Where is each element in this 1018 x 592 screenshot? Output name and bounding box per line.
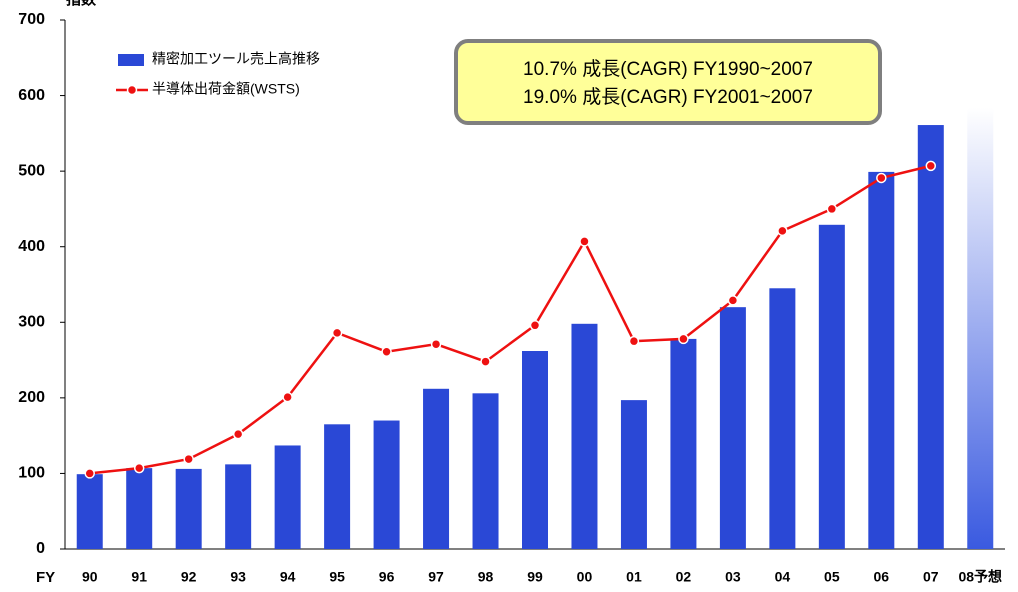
bar <box>769 288 796 549</box>
line-point <box>133 462 145 474</box>
line-point <box>925 160 937 172</box>
x-tick-label: 99 <box>527 569 543 585</box>
legend-label: 半導体出荷金額(WSTS) <box>152 81 300 97</box>
x-tick-label: 01 <box>626 569 642 585</box>
x-tick-label: 95 <box>329 569 345 585</box>
line-point <box>826 203 838 215</box>
x-axis-label: FY <box>36 569 55 586</box>
bar <box>324 424 351 549</box>
line-point <box>381 346 392 358</box>
x-tick-label: 03 <box>725 569 741 585</box>
bar <box>670 338 697 549</box>
line-point <box>777 225 788 237</box>
legend-swatch <box>126 84 138 96</box>
bar <box>967 107 994 550</box>
y-tick-label: 400 <box>18 238 45 255</box>
line-point <box>579 236 590 247</box>
legend-label: 精密加工ツール売上高推移 <box>152 51 320 67</box>
bar <box>423 388 450 549</box>
x-tick-label: 00 <box>577 569 593 585</box>
line-point <box>529 320 541 331</box>
annotation: 19.0% 成長(CAGR) FY2001~2007 <box>523 86 813 108</box>
bar <box>917 125 944 550</box>
y-tick-label: 300 <box>18 314 45 331</box>
bar <box>620 400 647 549</box>
y-tick-label: 700 <box>18 11 45 28</box>
x-tick-label: 93 <box>230 569 246 585</box>
line-point <box>430 338 442 350</box>
x-tick-label: 02 <box>676 569 692 585</box>
x-tick-label: 05 <box>824 569 840 585</box>
x-tick-label: 06 <box>874 569 890 585</box>
line-point <box>232 428 244 440</box>
y-tick-label: 600 <box>18 87 45 104</box>
legend-box <box>108 40 420 112</box>
bar <box>225 464 252 549</box>
x-tick-label: 90 <box>82 569 98 585</box>
y-tick-label: 200 <box>18 389 45 406</box>
x-tick-label: 98 <box>478 569 494 585</box>
y-axis-label: 指数 <box>66 0 97 8</box>
y-tick-label: 0 <box>36 540 45 557</box>
line-point <box>876 172 887 184</box>
line-point <box>678 333 689 345</box>
bar <box>868 171 895 550</box>
bar <box>274 445 301 549</box>
x-tick-label: 96 <box>379 569 395 585</box>
bar <box>76 474 103 549</box>
bar <box>571 323 598 549</box>
annotation: 10.7% 成長(CAGR) FY1990~2007 <box>523 58 813 80</box>
line <box>89 164 932 475</box>
bar <box>818 224 845 549</box>
bar <box>522 351 548 549</box>
bar <box>719 307 746 549</box>
bar <box>126 468 153 549</box>
line-point <box>628 335 640 347</box>
x-tick-label: 91 <box>131 569 147 585</box>
x-tick-label: 04 <box>775 569 791 585</box>
x-tick-label: 94 <box>280 569 296 585</box>
annotation-box <box>454 39 882 125</box>
legend-swatch <box>118 54 144 66</box>
y-tick-label: 100 <box>18 465 45 482</box>
x-tick-label: 08予想 <box>958 569 1002 585</box>
y-tick-label: 500 <box>18 162 45 179</box>
line-point <box>183 453 194 465</box>
x-tick-label: 92 <box>181 569 197 585</box>
bar <box>175 468 202 549</box>
x-tick-label: 97 <box>428 569 444 585</box>
x-tick-label: 07 <box>923 569 939 585</box>
line-point <box>282 391 293 403</box>
bar <box>472 393 499 549</box>
line-point <box>480 356 491 367</box>
bar <box>373 420 400 549</box>
line-point <box>331 327 343 339</box>
line-point <box>727 295 739 306</box>
line-point <box>84 468 95 479</box>
